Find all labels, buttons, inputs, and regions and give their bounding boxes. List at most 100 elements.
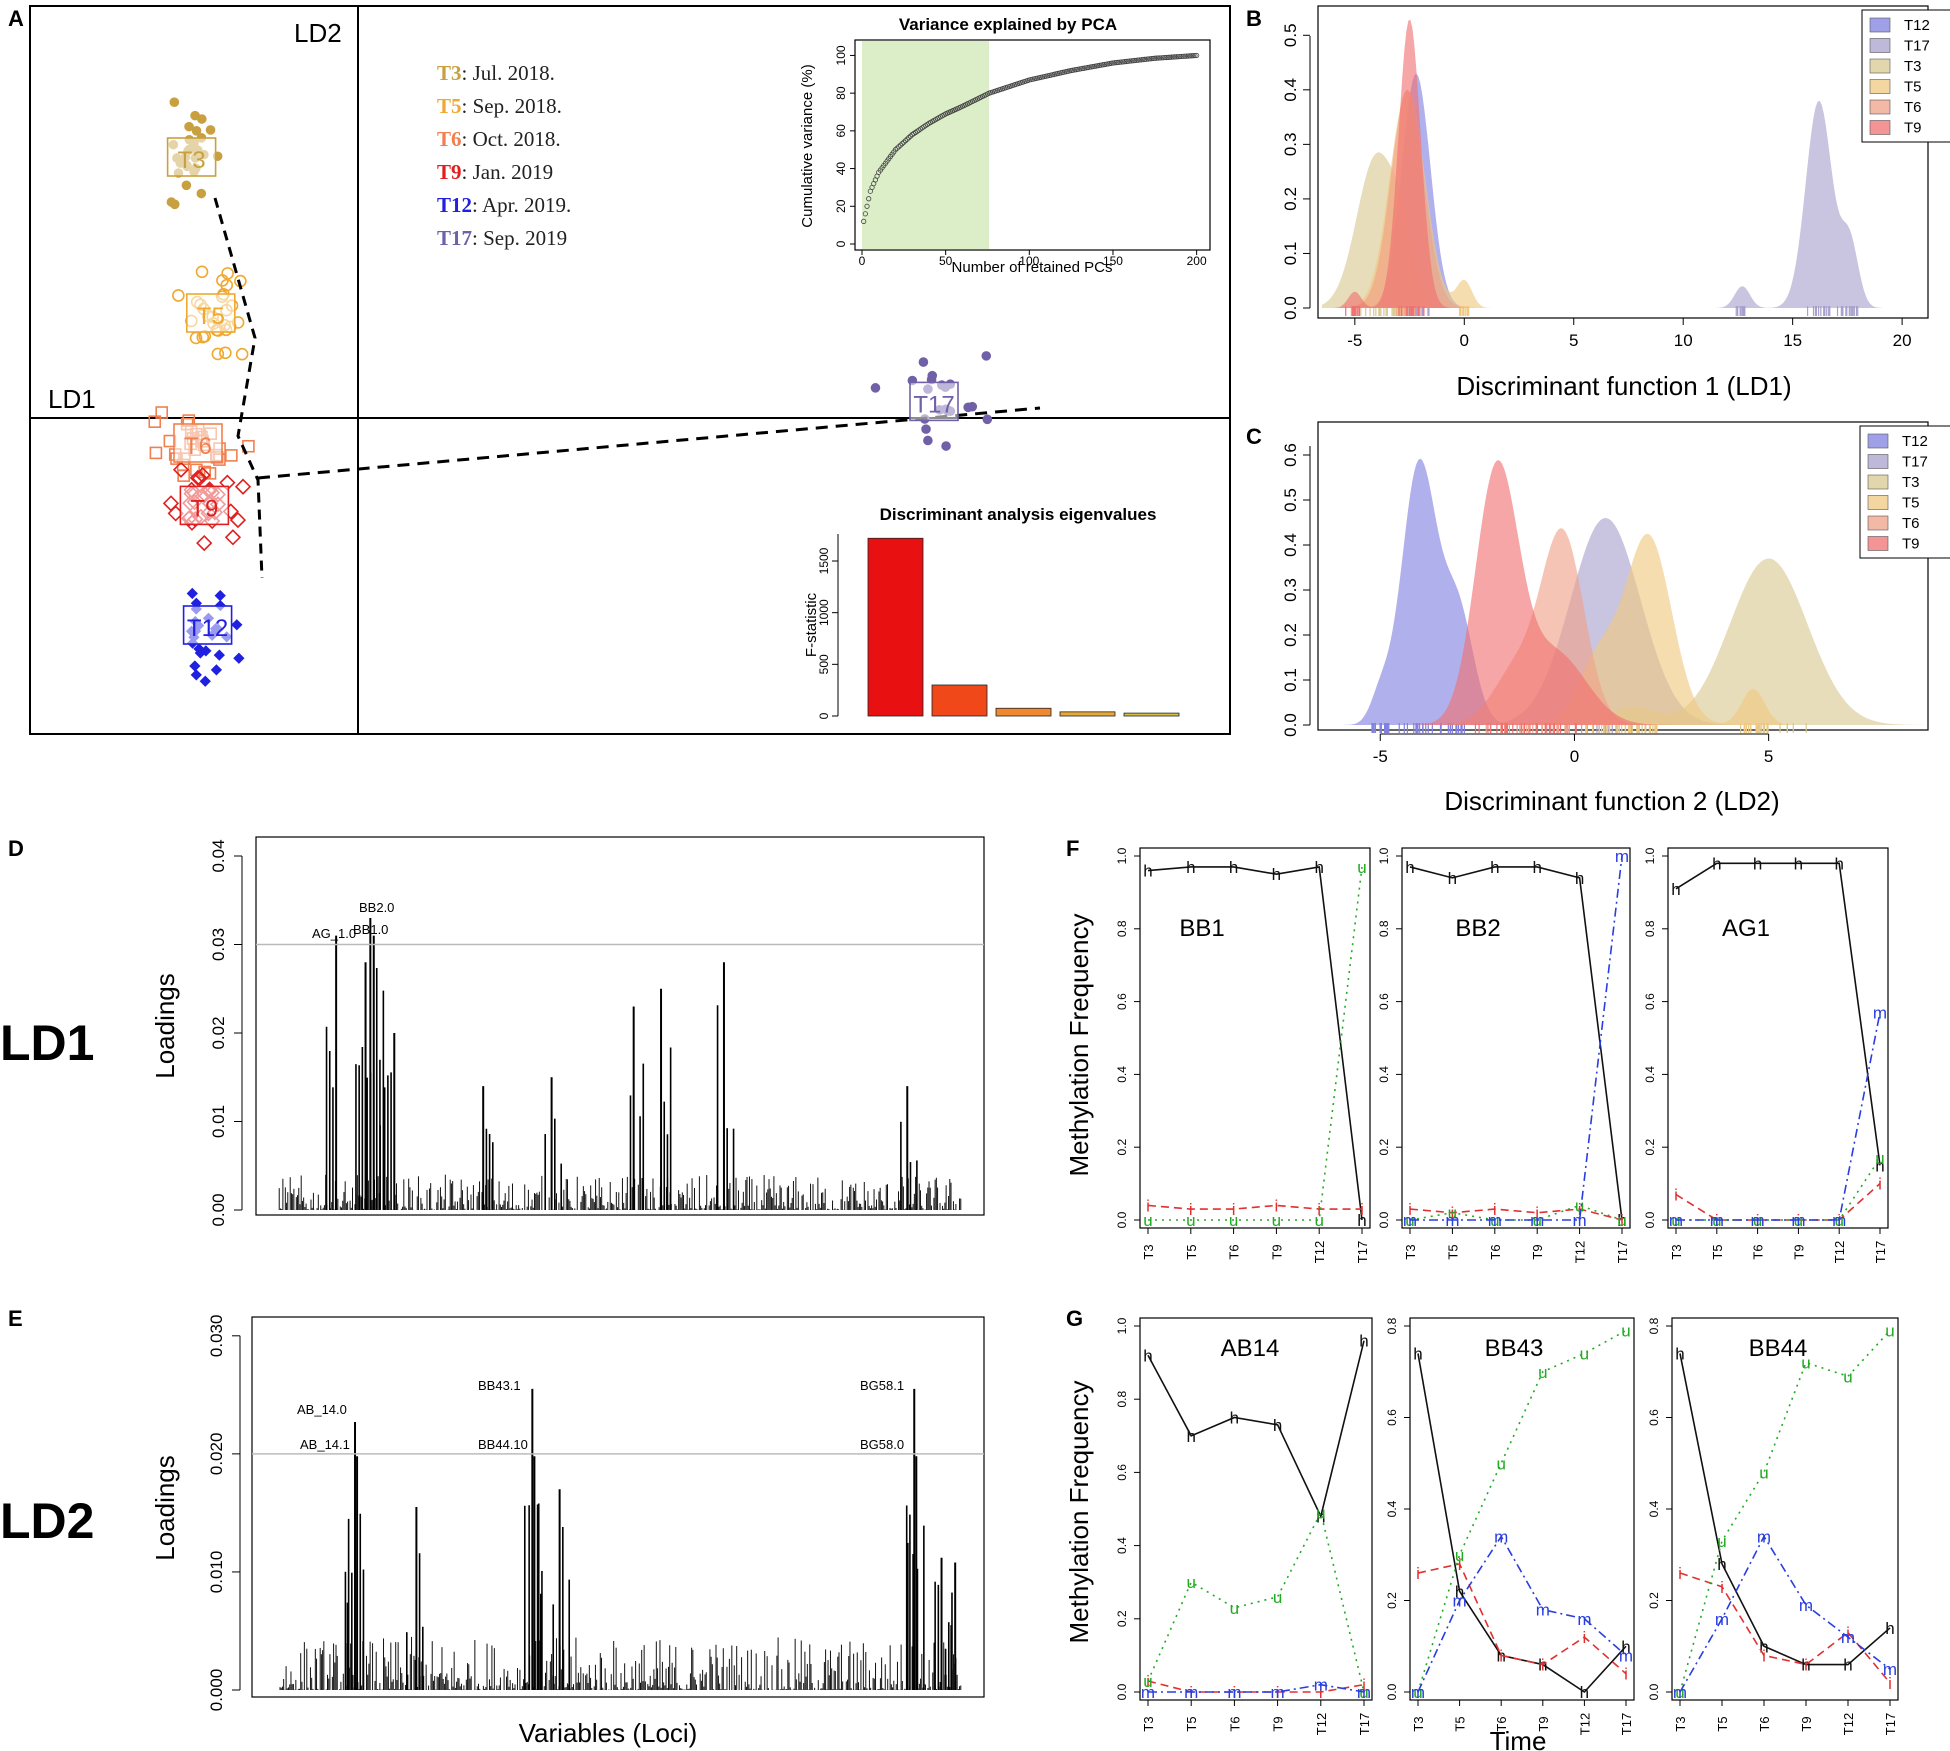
series-marker-u: u <box>1538 1363 1547 1382</box>
series-marker-m: m <box>1577 1610 1591 1629</box>
subplot-frame <box>1139 1317 1373 1701</box>
legend-swatch-T17 <box>1867 454 1889 469</box>
pca-point <box>899 141 905 147</box>
scatter-point-T17 <box>941 441 951 451</box>
panel-a-letter: A <box>8 6 24 31</box>
series-marker-u: u <box>1496 1454 1505 1473</box>
x-tick-label: T6 <box>1227 1716 1242 1731</box>
series-marker-h: h <box>1712 854 1721 873</box>
ld2-side-label: LD2 <box>0 1493 94 1549</box>
series-marker-i: i <box>1146 1196 1150 1215</box>
centroid-label-T17: T17 <box>913 391 954 418</box>
x-tick-label: T17 <box>1357 1713 1372 1735</box>
subplot-title: AG1 <box>1722 915 1770 942</box>
series-marker-m: m <box>1227 1683 1241 1702</box>
x-tick-label: T9 <box>1791 1244 1806 1259</box>
legend-key-T6: T6 <box>437 127 462 151</box>
y-tick-label: 0.4 <box>1115 1066 1129 1083</box>
x-tick-label: T3 <box>1141 1716 1156 1731</box>
x-tick-label: 20 <box>1893 331 1912 350</box>
series-marker-h: h <box>1717 1555 1726 1574</box>
series-marker-u: u <box>1875 1149 1884 1168</box>
series-marker-u: u <box>1413 1683 1422 1702</box>
legend-label-T6: T6 <box>1904 99 1922 116</box>
peak-annotation: AG_1.0 <box>312 926 356 941</box>
panel-a-frame <box>29 5 1231 735</box>
series-marker-m: m <box>1751 1211 1765 1230</box>
scatter-point-T3 <box>191 126 202 136</box>
eigen-y-tick-label: 500 <box>817 654 831 674</box>
series-marker-i: i <box>1493 1200 1497 1219</box>
subplot-frame <box>1139 847 1371 1229</box>
y-tick-label: 0.6 <box>1647 1409 1661 1426</box>
legend-date-T3: : Jul. 2018. <box>462 61 555 85</box>
pca-inset-title: Variance explained by PCA <box>899 15 1117 34</box>
pca-point <box>1150 55 1156 62</box>
series-marker-i: i <box>1878 1175 1882 1194</box>
series-marker-m: m <box>1841 1628 1855 1647</box>
y-tick-label: 0.4 <box>1281 533 1300 557</box>
scatter-point-T17 <box>918 357 929 367</box>
panel-f-letter: F <box>1066 836 1079 861</box>
series-marker-h: h <box>1455 1582 1464 1601</box>
series-line-m <box>1417 1534 1627 1693</box>
centroid-box-T9 <box>179 485 230 526</box>
panel-e-letter: E <box>8 1306 23 1331</box>
pca-point <box>1137 57 1143 63</box>
y-tick-label: 1.0 <box>1643 847 1657 864</box>
pca-point <box>1162 54 1168 61</box>
pca-y-tick-label: 80 <box>834 86 848 100</box>
eigen-inset-title: Discriminant analysis eigenvalues <box>880 505 1157 524</box>
series-marker-u: u <box>1229 1211 1238 1230</box>
pca-point <box>1145 56 1151 62</box>
series-marker-h: h <box>1843 1656 1852 1675</box>
legend-date-T9: : Jan. 2019 <box>462 160 554 184</box>
scatter-point-T12 <box>199 675 211 687</box>
pca-point <box>1132 57 1138 64</box>
y-tick-label: 0.0 <box>1281 296 1300 320</box>
scatter-point-T9 <box>234 478 252 495</box>
series-line-u <box>1409 1204 1623 1221</box>
density-T3 <box>1322 558 1924 725</box>
x-tick-label: T5 <box>1715 1716 1730 1731</box>
panel-c-x-label: Discriminant function 2 (LD2) <box>1444 786 1779 816</box>
series-marker-i: i <box>1499 1646 1503 1665</box>
y-tick-label: 0.4 <box>1115 1537 1129 1554</box>
pca-point <box>1113 59 1119 66</box>
series-marker-i: i <box>1541 1656 1545 1675</box>
pca-point <box>1135 57 1141 63</box>
series-marker-h: h <box>1273 1416 1282 1435</box>
pca-y-tick-label: 0 <box>834 240 848 247</box>
y-tick-label: 0.8 <box>1643 920 1657 937</box>
panel-a: A LD2 LD1 T3: Jul. 2018.T5: Sep. 2018.T6… <box>8 5 1231 735</box>
series-marker-i: i <box>1535 1204 1539 1223</box>
density-T5 <box>1322 533 1924 725</box>
panel-f-subplots: h h h h hhi i i i i iu u u u uuBB10.00.20.40.60.81.0T… <box>1115 847 1889 1263</box>
series-marker-m: m <box>1573 1211 1587 1230</box>
pca-point <box>1170 54 1176 60</box>
pca-point <box>1173 54 1180 60</box>
y-tick-label: 0.5 <box>1281 488 1300 512</box>
series-marker-i: i <box>1583 1628 1587 1647</box>
x-tick-label: T3 <box>1669 1244 1684 1259</box>
y-tick-label: 0.2 <box>1281 187 1300 211</box>
y-tick-label: 0.2 <box>1115 1610 1129 1627</box>
legend-key-T3: T3 <box>437 61 462 85</box>
y-tick-label: 0.6 <box>1281 443 1300 467</box>
pca-y-tick-label: 40 <box>834 162 848 176</box>
series-marker-m: m <box>1536 1601 1550 1620</box>
x-tick-label: 10 <box>1674 331 1693 350</box>
legend-swatch-T9 <box>1867 536 1889 551</box>
x-tick-label: T5 <box>1453 1716 1468 1731</box>
series-marker-h: h <box>1413 1344 1422 1363</box>
scatter-point-T3 <box>181 180 192 191</box>
pca-point <box>1112 60 1118 66</box>
y-tick-label: 0.2 <box>1281 623 1300 647</box>
legend-swatch-T6 <box>1867 515 1889 531</box>
legend-swatch-T17 <box>1869 38 1891 53</box>
series-marker-m: m <box>1757 1527 1771 1546</box>
series-marker-i: i <box>1233 1683 1237 1702</box>
series-line-h <box>1409 866 1623 1221</box>
legend-swatch-T12 <box>1867 433 1889 449</box>
